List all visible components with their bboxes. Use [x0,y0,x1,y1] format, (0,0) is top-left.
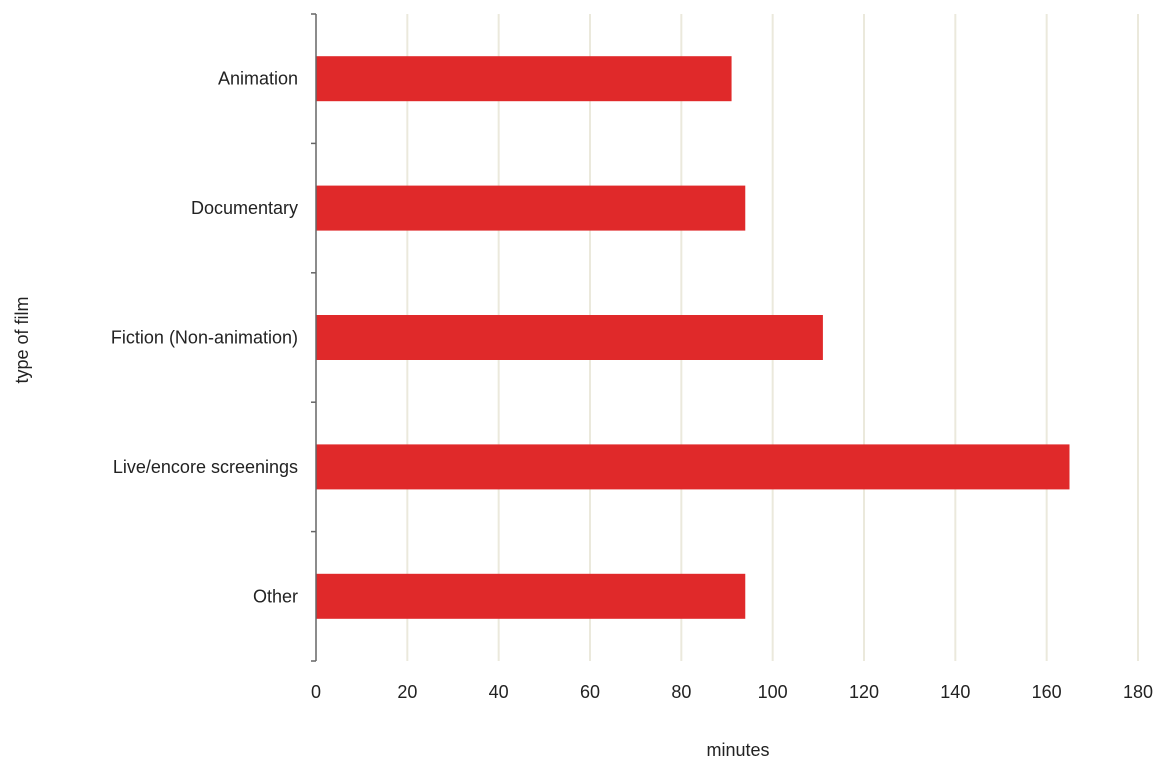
y-axis-title: type of film [12,296,32,383]
y-tick-label: Other [253,586,298,606]
x-tick-label: 100 [758,682,788,702]
bar [316,315,823,360]
x-axis-title: minutes [706,740,769,760]
axes [311,13,317,662]
bar [316,573,746,619]
y-tick-label: Fiction (Non-animation) [111,328,298,348]
x-tick-label: 20 [397,682,417,702]
bar [316,56,732,102]
y-tick-labels: Animation Documentary Fiction (Non-animati… [111,69,298,607]
x-tick-label: 160 [1032,682,1062,702]
x-tick-labels: 0 20 40 60 80 100 120 140 160 180 [311,682,1153,702]
x-tick-label: 40 [489,682,509,702]
y-tick-label: Live/encore screenings [113,457,298,477]
x-tick-label: 80 [671,682,691,702]
bars [316,56,1070,619]
x-tick-label: 120 [849,682,879,702]
x-tick-label: 140 [940,682,970,702]
x-tick-label: 180 [1123,682,1153,702]
x-tick-label: 0 [311,682,321,702]
y-tick-label: Animation [218,69,298,89]
bar [316,444,1070,490]
x-tick-label: 60 [580,682,600,702]
y-tick-label: Documentary [191,198,298,218]
bar [316,185,746,231]
